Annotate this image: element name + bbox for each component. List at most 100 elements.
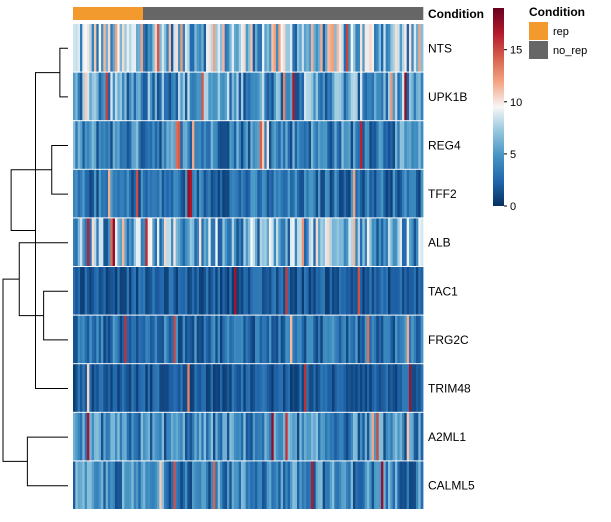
- heatmap-cell: [185, 24, 188, 72]
- heatmap-cell: [364, 412, 368, 461]
- heatmap-cell: [318, 218, 321, 266]
- heatmap-cell: [178, 364, 181, 412]
- heatmap-cell: [381, 169, 384, 218]
- heatmap-cell: [150, 24, 153, 72]
- heatmap-cell: [343, 218, 347, 266]
- heatmap-cell: [306, 24, 310, 72]
- heatmap-cell: [313, 412, 317, 461]
- heatmap-cell: [194, 169, 198, 218]
- heatmap-cell: [147, 412, 151, 461]
- heatmap-cell: [329, 315, 333, 364]
- heatmap-cell: [308, 169, 312, 218]
- heatmap-cell: [238, 169, 242, 218]
- heatmap-cell: [150, 72, 153, 121]
- heatmap-cell: [262, 121, 265, 169]
- heatmap-cell: [406, 267, 410, 315]
- heatmap-cell: [416, 169, 419, 218]
- heatmap-cell: [117, 218, 121, 266]
- heatmap-cell: [355, 461, 359, 509]
- legend-swatch-rep: [529, 22, 548, 40]
- heatmap-cell: [397, 315, 401, 364]
- heatmap-cell: [285, 461, 289, 509]
- heatmap-cell: [406, 72, 410, 121]
- heatmap-cell: [77, 169, 81, 218]
- heatmap-cell: [343, 169, 347, 218]
- heatmap-cell: [119, 169, 123, 218]
- heatmap-cell: [145, 169, 149, 218]
- heatmap-cell: [105, 24, 109, 72]
- heatmap-cell: [243, 24, 247, 72]
- heatmap-cell: [411, 315, 415, 364]
- condition-annotation-bar: [73, 7, 424, 20]
- heatmap-cell: [206, 461, 209, 509]
- heatmap-cell: [411, 364, 415, 412]
- heatmap-cell: [159, 72, 163, 121]
- heatmap-cell: [311, 412, 314, 461]
- heatmap-cell: [161, 315, 165, 364]
- heatmap-cell: [154, 364, 158, 412]
- heatmap-cell: [276, 364, 279, 412]
- dendrogram-branch: [43, 290, 68, 341]
- heatmap-cell: [140, 267, 144, 315]
- heatmap-cell: [157, 461, 160, 509]
- heatmap-cell: [108, 24, 111, 72]
- heatmap-cell: [243, 315, 247, 364]
- heatmap-cell: [395, 72, 398, 121]
- heatmap-cell: [367, 24, 370, 72]
- heatmap-cell: [73, 412, 76, 461]
- heatmap-cell: [168, 24, 172, 72]
- heatmap-cell: [201, 72, 205, 121]
- heatmap-cell: [383, 121, 387, 169]
- heatmap-cell: [332, 24, 335, 72]
- heatmap-cell: [89, 218, 93, 266]
- heatmap-cell: [257, 121, 261, 169]
- heatmap-cell: [180, 461, 184, 509]
- heatmap-cell: [332, 218, 335, 266]
- heatmap-cell: [185, 218, 188, 266]
- heatmap-cell: [402, 121, 405, 169]
- heatmap-cell: [367, 121, 370, 169]
- heatmap-cell: [166, 72, 170, 121]
- heatmap-cell: [255, 218, 258, 266]
- heatmap-cell: [119, 24, 123, 72]
- heatmap-cell: [161, 72, 165, 121]
- heatmap-cell: [178, 121, 181, 169]
- heatmap-cell: [388, 24, 391, 72]
- heatmap-cell: [292, 267, 296, 315]
- heatmap-cell: [348, 24, 352, 72]
- heatmap-cell: [280, 315, 284, 364]
- heatmap-cell: [227, 461, 230, 509]
- heatmap-cell: [220, 461, 223, 509]
- heatmap-cell: [77, 412, 81, 461]
- heatmap-cell: [285, 72, 289, 121]
- heatmap-cell: [374, 218, 377, 266]
- heatmap-cell: [124, 315, 128, 364]
- heatmap-cell: [145, 218, 149, 266]
- heatmap-cell: [173, 72, 177, 121]
- heatmap-cell: [208, 24, 212, 72]
- heatmap-cell: [82, 121, 86, 169]
- heatmap-cell: [192, 315, 195, 364]
- heatmap-cell: [308, 24, 312, 72]
- heatmap-cell: [164, 412, 167, 461]
- heatmap-cell: [353, 72, 356, 121]
- heatmap-cell: [84, 121, 88, 169]
- heatmap-cell: [374, 121, 377, 169]
- heatmap-cell: [201, 218, 205, 266]
- heatmap-cell: [292, 364, 296, 412]
- heatmap-cell: [161, 364, 165, 412]
- heatmap-cell: [131, 412, 135, 461]
- heatmap-cell: [112, 364, 116, 412]
- heatmap-cell: [269, 412, 272, 461]
- heatmap-cell: [383, 412, 387, 461]
- heatmap-cell: [413, 315, 417, 364]
- heatmap-cell: [343, 412, 347, 461]
- heatmap-cell: [131, 72, 135, 121]
- heatmap-cell: [381, 24, 384, 72]
- heatmap-cell: [318, 169, 321, 218]
- heatmap-cell: [297, 315, 300, 364]
- heatmap-cell: [168, 412, 172, 461]
- heatmap-cell: [234, 364, 237, 412]
- heatmap-cell: [346, 218, 349, 266]
- heatmap-cell: [325, 315, 328, 364]
